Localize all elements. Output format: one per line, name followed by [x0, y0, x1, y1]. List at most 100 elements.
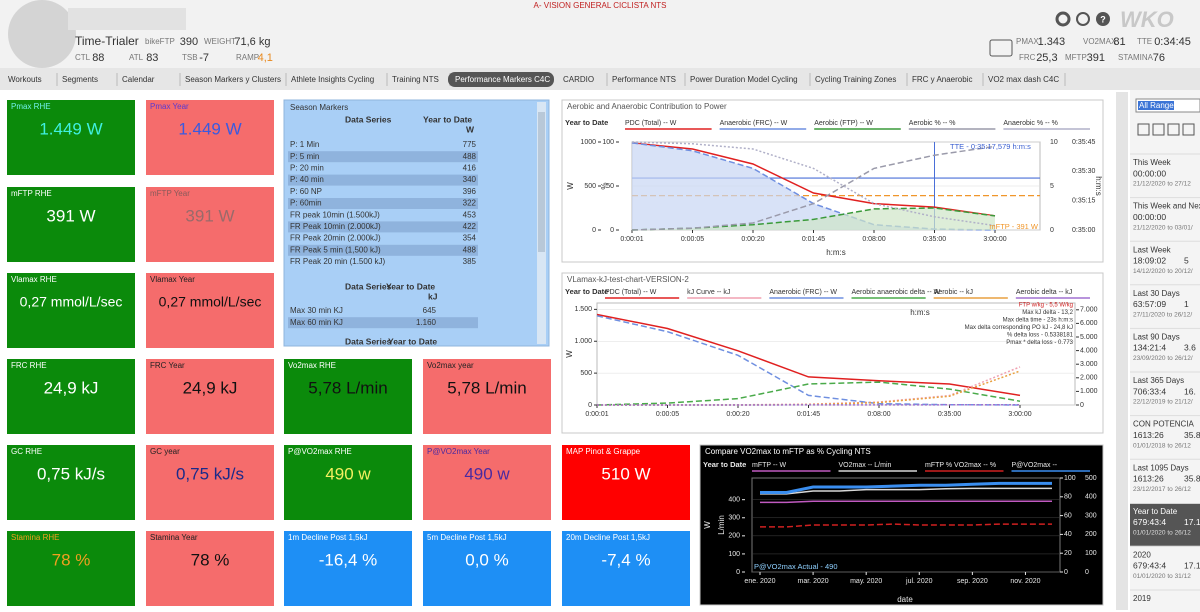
range-dates: 22/12/2019 to 21/12/ — [1133, 399, 1193, 406]
view-icon[interactable] — [1137, 123, 1150, 136]
row-shade — [288, 198, 478, 209]
tile-title: Vo2max RHE — [288, 361, 336, 370]
range-select-text: All Ranges — [1139, 101, 1178, 110]
metric-label: TTE — [1137, 37, 1152, 46]
kpi-tile — [284, 359, 412, 434]
metric-label: PMAX — [1016, 37, 1039, 46]
x-tick-label: jul. 2020 — [905, 578, 933, 585]
y-tick-label: 60 — [1064, 512, 1072, 519]
legend-entry: Anaerobic (FRC) -- W — [720, 120, 788, 127]
scrollbar[interactable] — [1116, 92, 1128, 610]
row-label: FR Peak 5 min (1,500 kJ) — [290, 245, 381, 254]
tab[interactable]: Calendar — [122, 75, 155, 84]
legend-entry: Aerobic anaerobic delta -- W — [852, 289, 941, 296]
y-tick-label: 500 — [580, 370, 592, 377]
range-name[interactable]: CON POTENCIA — [1133, 420, 1195, 429]
x-tick-label: 0:01:45 — [797, 411, 820, 418]
tile-value: 24,9 kJ — [44, 378, 99, 397]
x-tick-label: 3:00:00 — [1008, 411, 1031, 418]
kpi-tile — [7, 187, 135, 262]
row-value: 422 — [463, 222, 477, 231]
range-dates: 21/12/2020 to 27/12 — [1133, 181, 1191, 188]
refresh-icon[interactable] — [1076, 12, 1090, 26]
kpi-tile — [284, 445, 412, 520]
view-icon[interactable] — [1182, 123, 1195, 136]
range-name[interactable]: Last 30 Days — [1133, 289, 1180, 298]
y-tick-label: 1000 — [580, 139, 596, 146]
tab[interactable]: Athlete Insights Cycling — [291, 75, 374, 84]
tab[interactable]: VO2 max dash C4C — [988, 75, 1059, 84]
range-extra: 35.8 — [1184, 430, 1200, 440]
series-area — [632, 208, 995, 230]
x-tick-label: 0:00:05 — [656, 411, 679, 418]
tile-value: 1.449 W — [178, 119, 241, 138]
panel-scroll-thumb[interactable] — [538, 112, 545, 252]
chart-panel — [561, 272, 1104, 434]
legend-entry: Aerobic delta -- kJ — [1016, 289, 1072, 296]
tab[interactable]: Performance Markers C4C — [455, 75, 550, 84]
x-axis-label: h:m:s — [910, 308, 930, 317]
table-header: Year to Date — [423, 114, 472, 124]
tile-value: -7,4 % — [601, 550, 650, 569]
legend-entry: Anaerobic (FRC) -- W — [769, 289, 837, 296]
tile-title: mFTP RHE — [11, 189, 52, 198]
y-tick-label: 40 — [1064, 531, 1072, 538]
view-icon[interactable] — [1167, 123, 1180, 136]
tab[interactable]: Segments — [62, 75, 98, 84]
tile-value: 78 % — [52, 550, 91, 569]
x-tick-label: nov. 2020 — [1010, 578, 1040, 585]
range-item-selected[interactable] — [1130, 503, 1200, 546]
tile-title: 1m Decline Post 1,5kJ — [288, 533, 368, 542]
kpi-tile — [7, 359, 135, 434]
tab[interactable]: Performance NTS — [612, 75, 676, 84]
tab[interactable]: Season Markers y Clusters — [185, 75, 281, 84]
row-label: P: 1 Min — [290, 140, 319, 149]
kpi-tile — [146, 100, 274, 175]
range-name[interactable]: Year to Date — [1133, 507, 1178, 516]
range-name[interactable]: Last 1095 Days — [1133, 463, 1189, 472]
range-dates: 14/12/2020 to 20/12/ — [1133, 268, 1193, 275]
range-name[interactable]: This Week and Next — [1133, 202, 1200, 211]
x-tick-label: 0:35:00 — [938, 411, 961, 418]
tile-value: 0,0 % — [465, 550, 508, 569]
logo: WKO — [1120, 7, 1174, 32]
axis-label: W — [566, 182, 575, 190]
tab[interactable]: Power Duration Model Cycling — [690, 75, 798, 84]
range-name[interactable]: Last 365 Days — [1133, 376, 1184, 385]
help-icon[interactable] — [1096, 12, 1110, 26]
y-tick-label: 400 — [728, 497, 740, 504]
tab[interactable]: Cycling Training Zones — [815, 75, 896, 84]
tab[interactable]: FRC y Anaerobic — [912, 75, 972, 84]
kpi-tile — [423, 531, 551, 606]
chart-title: VLamax-kJ-test-chart-VERSION-2 — [567, 275, 689, 284]
chart: Compare VO2max to mFTP as % Cycling NTS Y… — [699, 444, 1104, 606]
x-tick-label: mar. 2020 — [798, 578, 829, 585]
tile-value: 5,78 L/min — [447, 378, 526, 397]
tab[interactable]: Training NTS — [392, 75, 439, 84]
table-header: Data Series — [345, 281, 392, 291]
tab-active[interactable] — [448, 72, 554, 87]
series-line — [597, 370, 1021, 406]
series-line — [631, 141, 996, 227]
settings-icon[interactable] — [1055, 11, 1071, 27]
kpi-tile — [284, 531, 412, 606]
metric-value: 71,6 kg — [234, 36, 270, 48]
tab[interactable]: Workouts — [8, 75, 42, 84]
range-name[interactable]: 2019 — [1133, 594, 1151, 603]
row-label: Max 60 min KJ — [290, 318, 343, 327]
range-name[interactable]: This Week — [1133, 158, 1172, 167]
view-icon[interactable] — [1152, 123, 1165, 136]
legend-entry: PDC (Total) -- W — [625, 120, 677, 127]
avatar — [8, 0, 76, 68]
tile-value: 5,78 L/min — [308, 378, 387, 397]
tab[interactable]: CARDIO — [563, 75, 594, 84]
tile-value: 391 W — [185, 206, 234, 225]
tile-value: 510 W — [601, 464, 650, 483]
extra-tick-label: 500 — [1085, 475, 1097, 482]
kpi-tile — [7, 531, 135, 606]
range-name[interactable]: Last Week — [1133, 245, 1172, 254]
range-name[interactable]: 2020 — [1133, 551, 1151, 560]
range-name[interactable]: Last 90 Days — [1133, 333, 1180, 342]
y-tick-label: 1.000 — [1080, 388, 1098, 395]
